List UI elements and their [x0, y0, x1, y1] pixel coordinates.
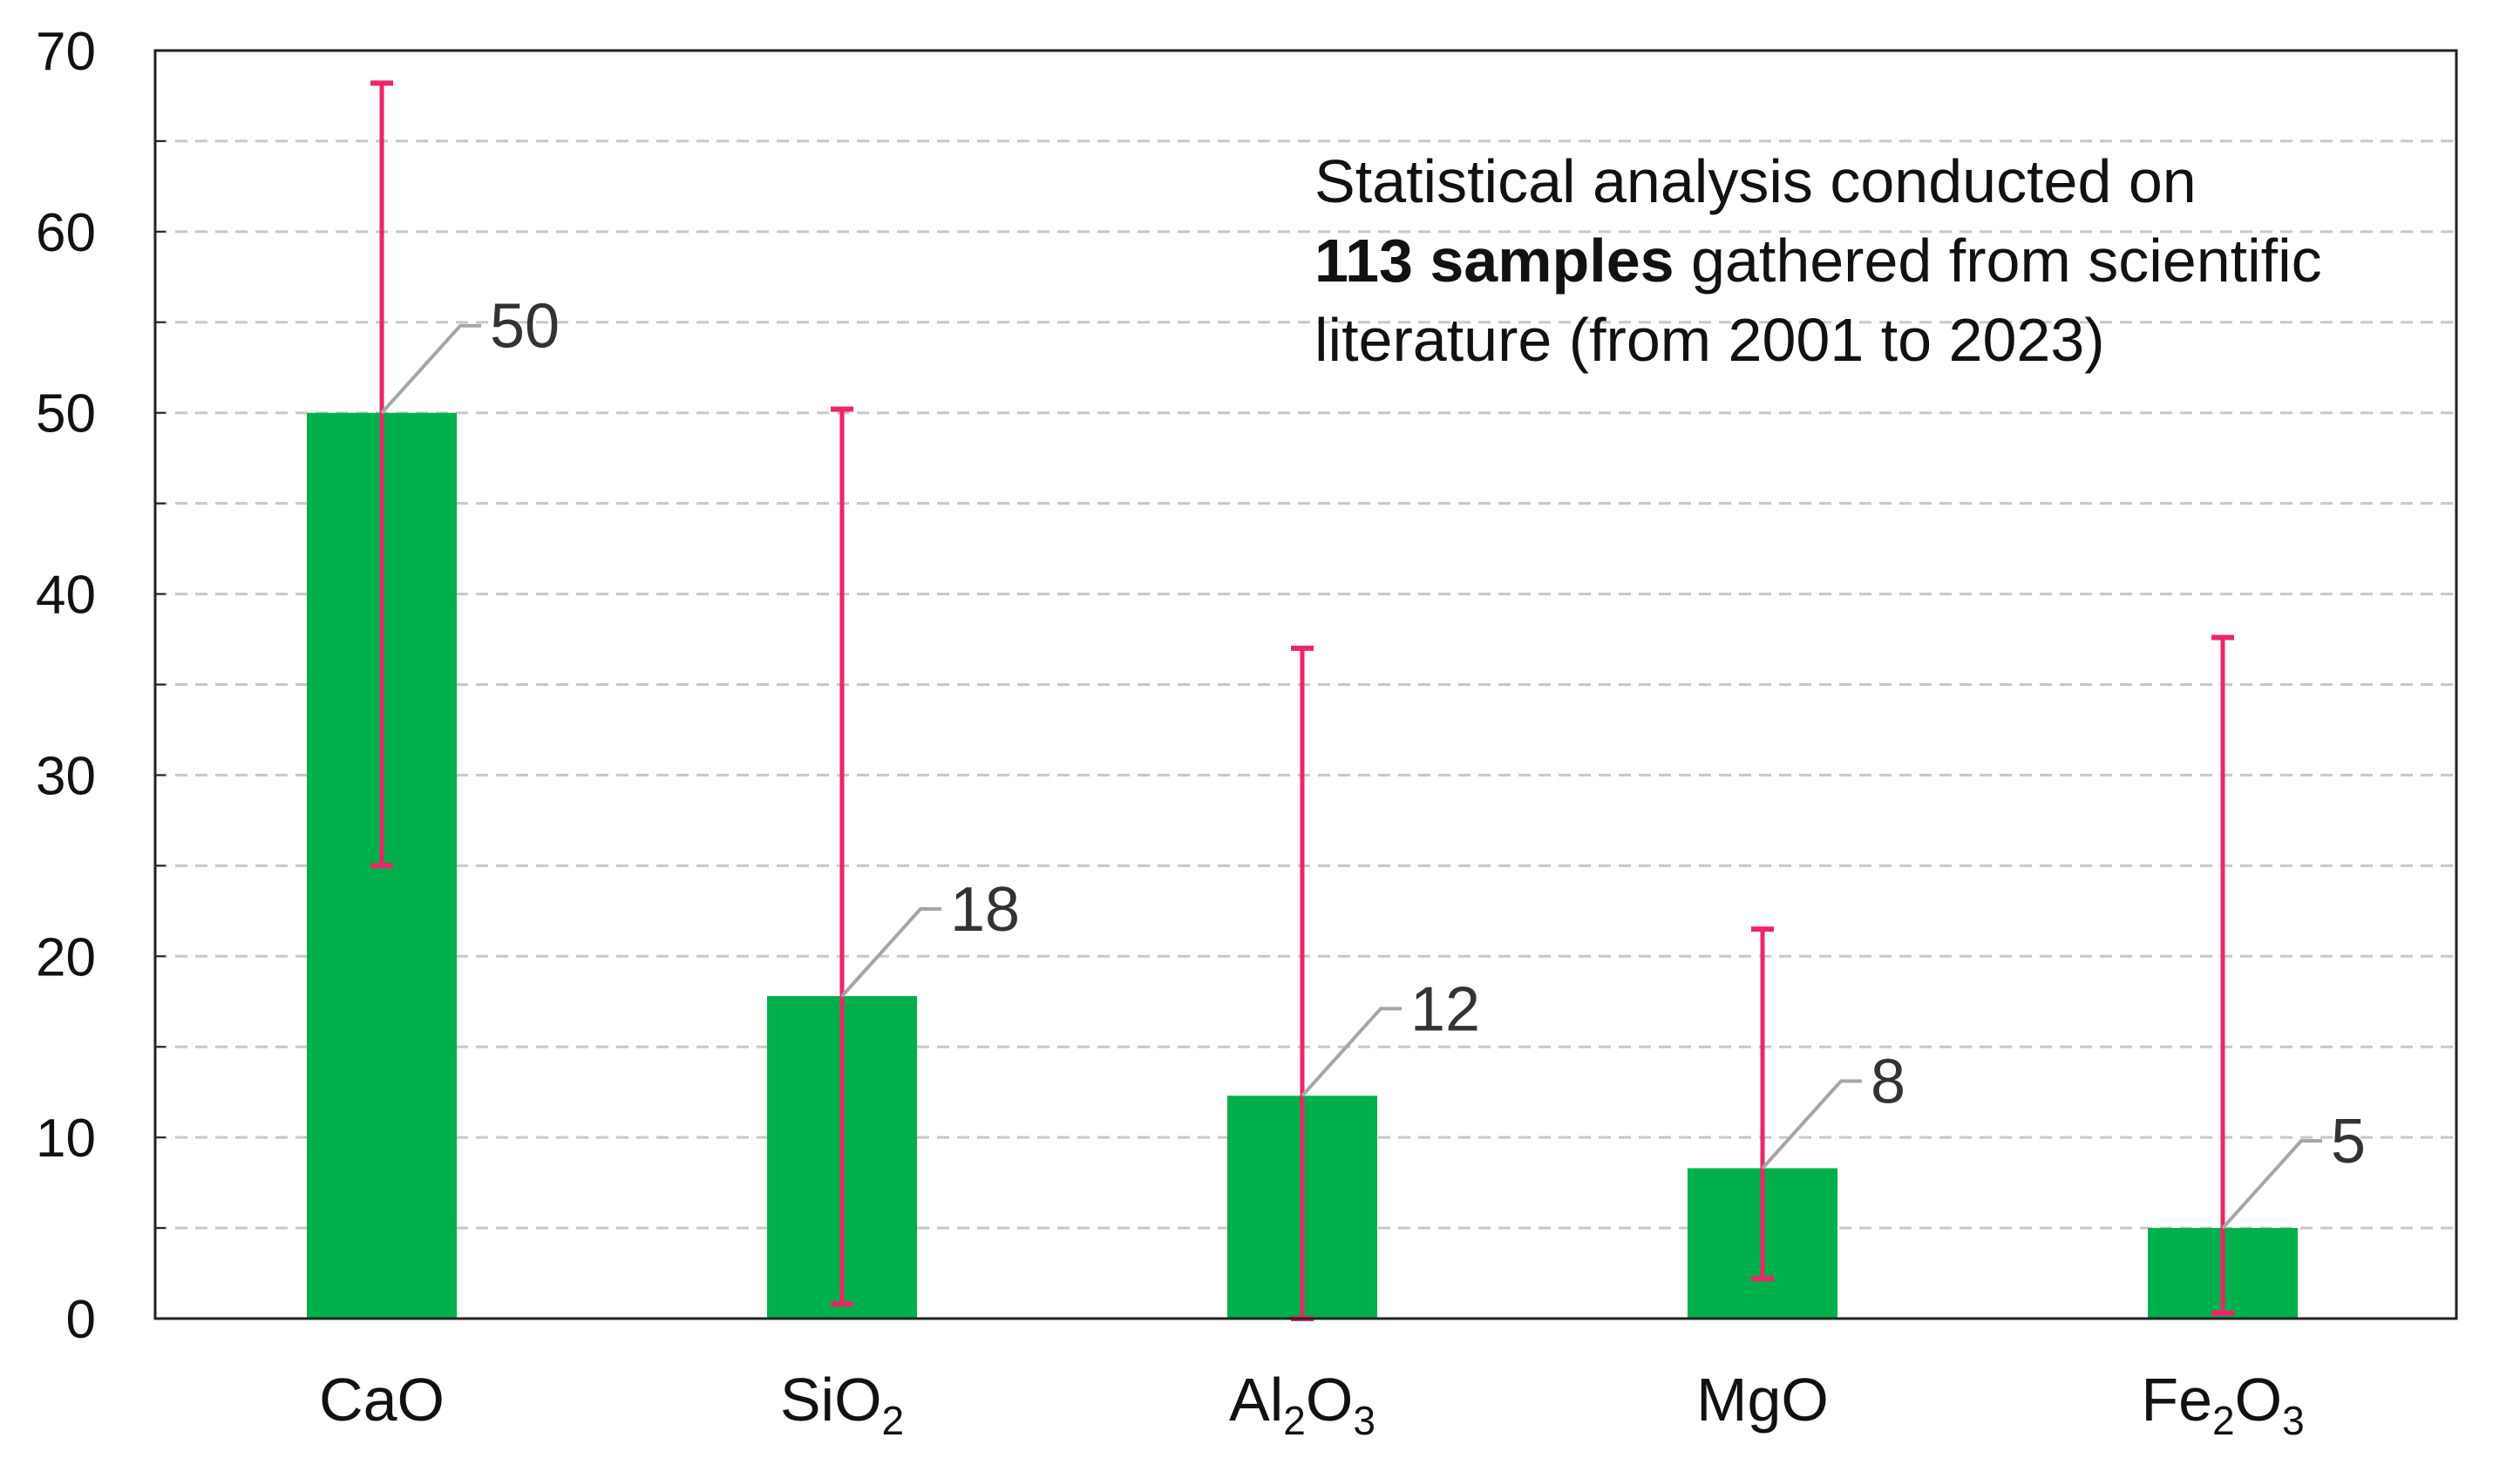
subscript: 2: [882, 1398, 905, 1443]
data-label-Al2O3: 12: [1410, 974, 1480, 1044]
annotation-line-1: Statistical analysis conducted on: [1314, 147, 2197, 215]
leader-line-SiO2: [840, 907, 941, 998]
x-label-SiO2: SiO2: [780, 1366, 904, 1443]
formula-text: O: [1306, 1366, 1353, 1434]
x-category-labels: CaO SiO2 Al2O3 MgO Fe2O3: [319, 1366, 2305, 1443]
x-label-MgO: MgO: [1696, 1366, 1829, 1434]
error-bars: [370, 80, 2234, 1321]
leader-line-Fe2O3: [2221, 1139, 2322, 1230]
y-tick-label: 0: [66, 1290, 96, 1350]
leader-line-MgO: [1761, 1079, 1862, 1170]
y-tick-labels: 0 10 20 30 40 50 60 70: [36, 22, 96, 1350]
plot-frame: [153, 49, 2458, 1320]
subscript: 2: [1283, 1398, 1306, 1443]
annotation-line-2: 113 samples gathered from scientific: [1314, 227, 2322, 295]
formula-text: O: [2235, 1366, 2282, 1434]
y-tick-label: 20: [36, 927, 96, 987]
y-tick-label: 60: [36, 203, 96, 263]
error-bar-MgO: [1751, 926, 1774, 1282]
formula-text: MgO: [1696, 1366, 1829, 1434]
annotation-sample-count: 113 samples: [1314, 227, 1674, 295]
data-label-SiO2: 18: [950, 875, 1020, 945]
subscript: 3: [1353, 1398, 1375, 1443]
data-labels: 50 18 12 8 5: [490, 292, 2366, 1177]
leader-line-Al2O3: [1301, 1007, 1402, 1097]
formula-text: Fe: [2141, 1366, 2212, 1434]
y-tick-label: 70: [36, 22, 96, 82]
data-label-MgO: 8: [1871, 1047, 1905, 1116]
data-label-CaO: 50: [490, 292, 560, 362]
formula-text: CaO: [319, 1366, 445, 1434]
leader-line-CaO: [380, 323, 481, 415]
error-bar-CaO: [370, 80, 393, 869]
error-bar-Fe2O3: [2211, 634, 2234, 1316]
annotation-line-3: literature (from 2001 to 2023): [1314, 306, 2105, 374]
formula-text: Al: [1229, 1366, 1283, 1434]
axes: [153, 49, 2458, 1320]
y-tick-label: 30: [36, 746, 96, 806]
x-label-Al2O3: Al2O3: [1229, 1366, 1375, 1443]
subscript: 3: [2282, 1398, 2305, 1443]
formula-text: SiO: [780, 1366, 882, 1434]
data-label-Fe2O3: 5: [2331, 1107, 2366, 1177]
subscript: 2: [2212, 1398, 2235, 1443]
x-label-CaO: CaO: [319, 1366, 445, 1434]
y-tick-label: 50: [36, 384, 96, 444]
error-bar-SiO2: [831, 406, 853, 1307]
y-tick-label: 10: [36, 1109, 96, 1169]
annotation-line-2-rest: gathered from scientific: [1674, 227, 2322, 295]
y-tick-label: 40: [36, 566, 96, 626]
data-label-leaders: [380, 323, 2322, 1230]
x-label-Fe2O3: Fe2O3: [2141, 1366, 2304, 1443]
